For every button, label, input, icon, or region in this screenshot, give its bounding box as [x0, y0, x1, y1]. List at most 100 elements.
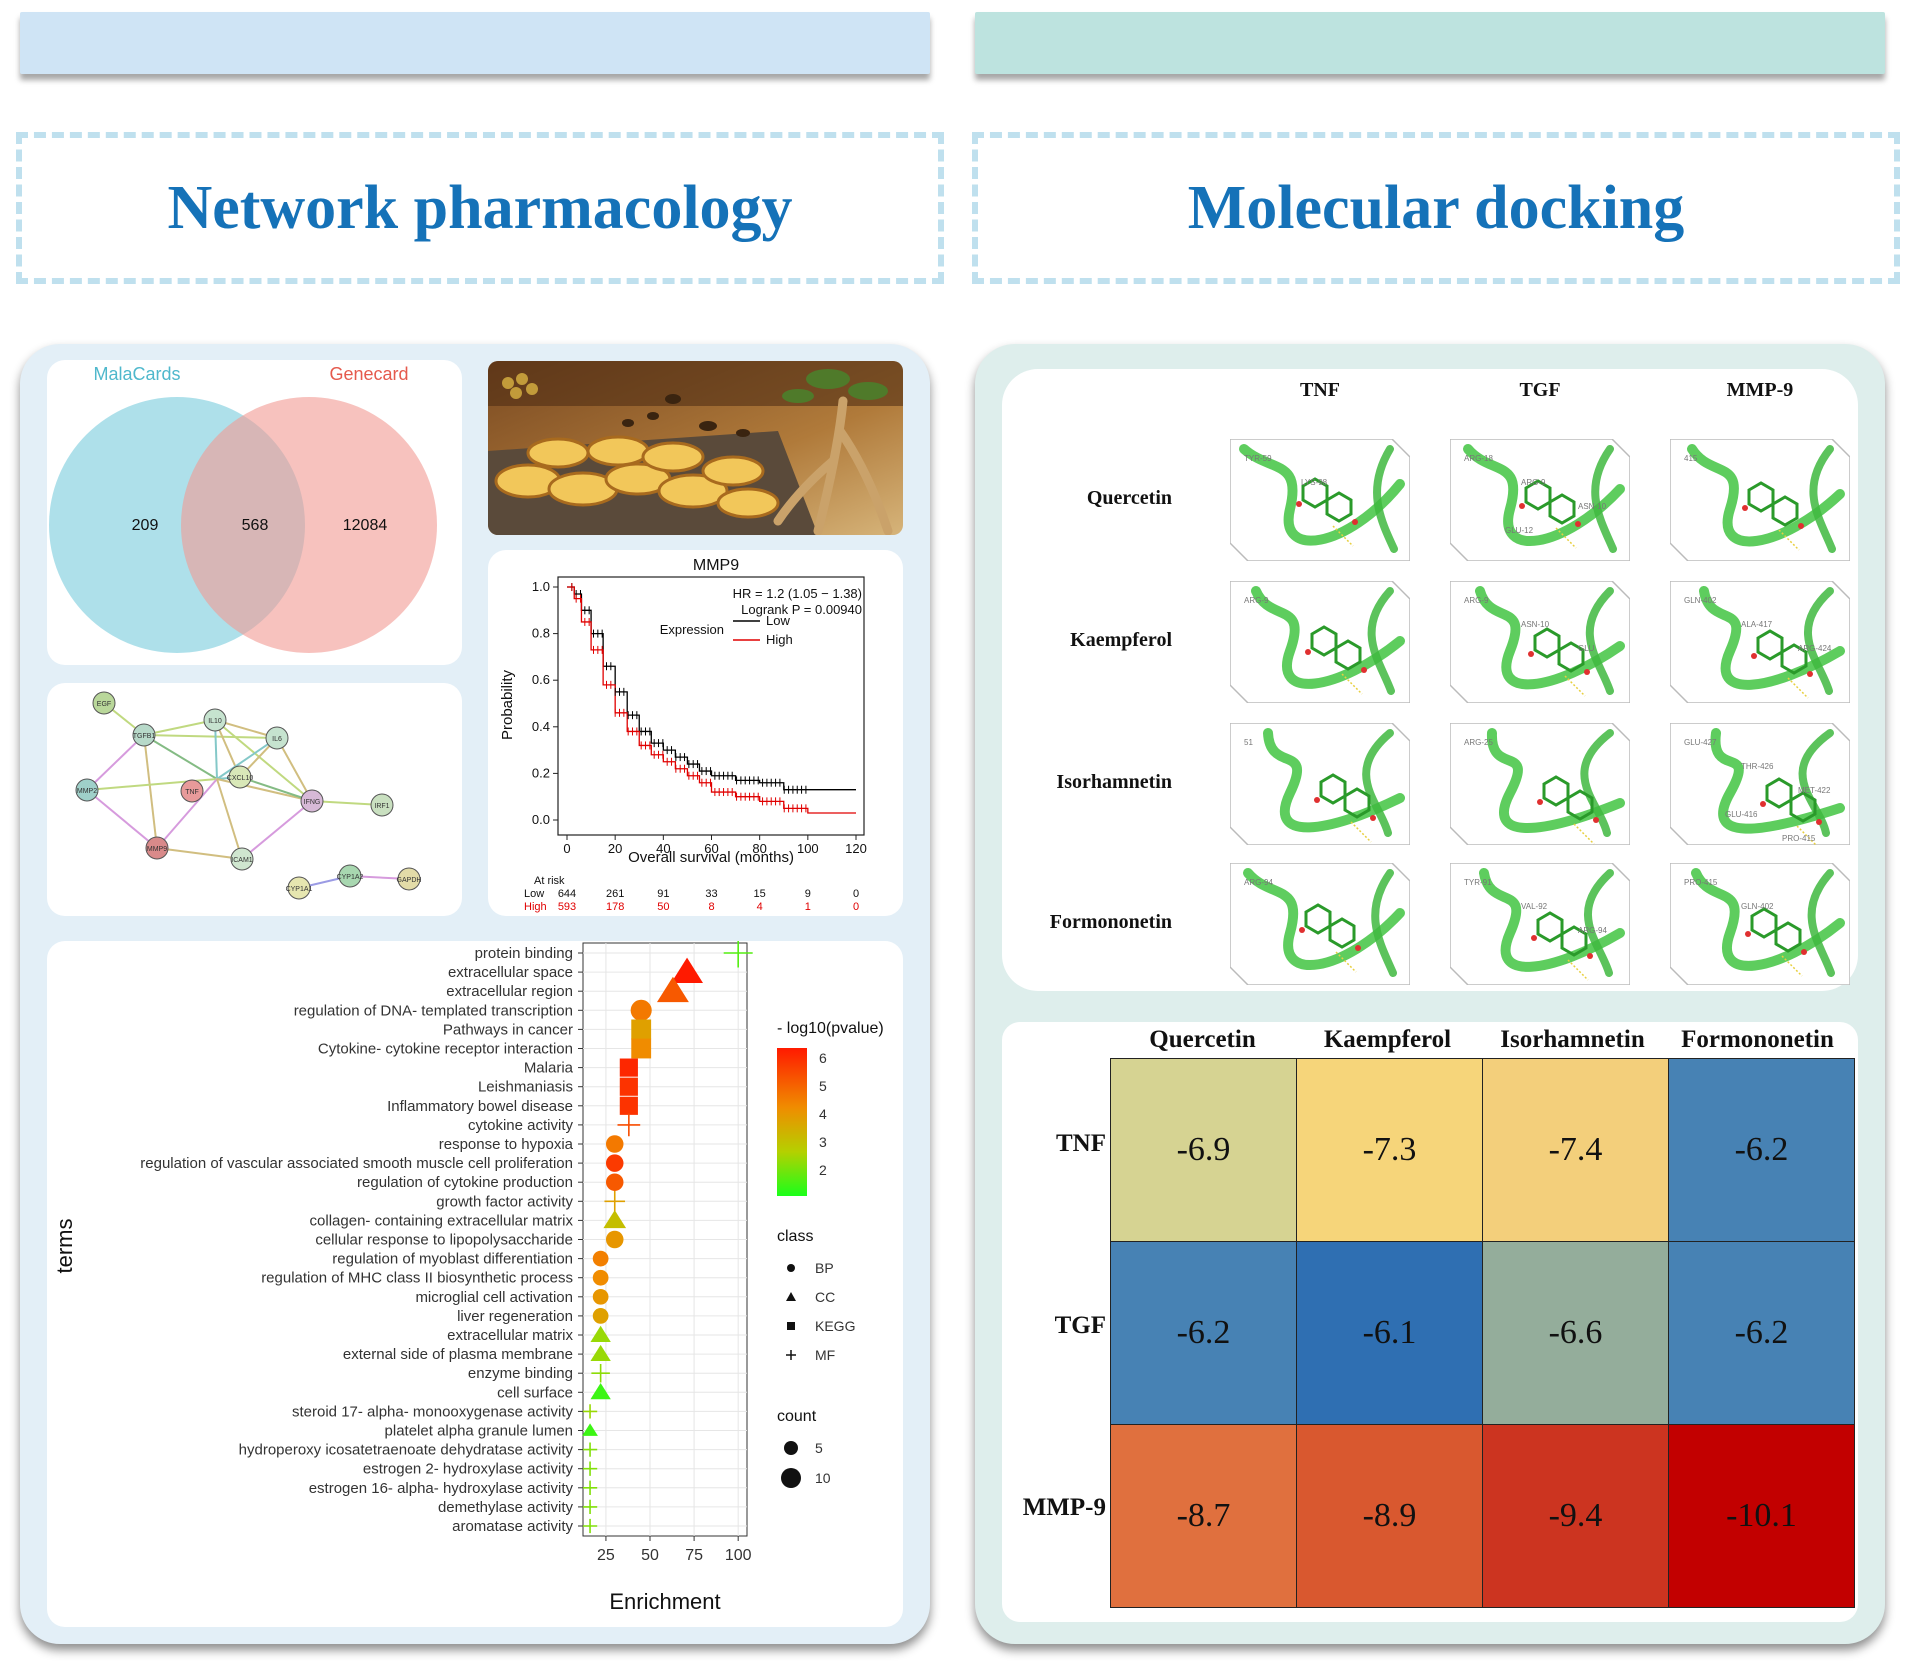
km-x-ticks: 0 20 40 60 80 100 120	[563, 835, 867, 856]
docking-pose-image: GLU-427THR-426MET-422GLU-416PRO-415TYR-4…	[1669, 722, 1851, 867]
term-label: Cytokine- cytokine receptor interaction	[318, 1041, 573, 1058]
network-node-label: IFNG	[304, 799, 321, 806]
term-label: Malaria	[524, 1060, 574, 1077]
venn-card: MalaCards Genecard 209 568 12084	[47, 360, 462, 665]
point-cc	[656, 976, 689, 1003]
enrichment-grid	[583, 943, 747, 1536]
point-kegg	[619, 1077, 638, 1096]
km-x-tick-label: 0	[563, 841, 570, 856]
heatmap-cell: -8.9	[1296, 1424, 1483, 1608]
km-risk-low-count: 0	[853, 888, 859, 900]
network-node	[338, 864, 362, 888]
network-node	[75, 778, 99, 802]
point-mf	[617, 1113, 641, 1137]
point-cc	[590, 1344, 611, 1362]
km-x-tick-label: 20	[608, 841, 622, 856]
point-kegg	[619, 1058, 638, 1077]
right-title-box: Molecular docking	[972, 132, 1900, 284]
point-cc	[582, 1423, 598, 1436]
point-kegg	[631, 1038, 652, 1059]
term-label: estrogen 2- hydroxylase activity	[363, 1461, 574, 1478]
heatmap-card: Quercetin Kaempferol Isorhamnetin Formonone…	[1002, 1022, 1858, 1622]
residue-label: ARG-9	[1464, 596, 1489, 605]
residue-label: TYR-59	[1244, 454, 1272, 463]
heatmap-cell: -7.3	[1296, 1058, 1483, 1242]
residue-label: VAL-92	[1521, 902, 1548, 911]
km-card: MMP9 HR = 1.2 (1.05 − 1.38) Logrank P = …	[488, 550, 903, 916]
km-risk-high-count: 8	[708, 901, 714, 913]
heatmap-table: -6.9 -7.3 -7.4 -6.2 -6.2 -6.1 -6.6 -6.2 -8.7 -8.9…	[1110, 1058, 1855, 1608]
km-risk-low-count: 261	[606, 888, 624, 900]
legend-color-title: - log10(pvalue)	[777, 1020, 884, 1037]
point-bp	[592, 1250, 609, 1267]
docking-row-quercetin: Quercetin	[1086, 487, 1172, 509]
term-label: aromatase activity	[452, 1518, 573, 1535]
point-bp	[605, 1135, 624, 1153]
network-node-label: EGF	[97, 701, 111, 708]
point-mf	[582, 1480, 598, 1495]
km-at-risk-low-label: Low	[524, 888, 544, 900]
km-y-tick-label: 0.0	[532, 812, 550, 827]
km-legend-high: High	[766, 632, 793, 647]
point-cc	[671, 957, 703, 983]
term-label: protein binding	[475, 945, 573, 962]
docking-card: TNF TGF MMP-9 Quercetin Kaempferol Isorhamnet…	[1002, 369, 1858, 991]
legend-count-icon	[781, 1468, 801, 1488]
km-x-tick-label: 120	[845, 841, 867, 856]
enrichment-bubble-chart: protein binding extracellular space extrac…	[52, 938, 884, 1614]
network-node-label: ICAM1	[231, 857, 253, 864]
term-label: microglial cell activation	[415, 1289, 573, 1306]
residue-label: ARG-94	[1578, 926, 1607, 935]
docking-col-mmp-9: MMP-9	[1726, 379, 1794, 401]
network-node	[145, 836, 169, 860]
docking-col-tgf: TGF	[1519, 379, 1561, 401]
term-label: liver regeneration	[457, 1308, 573, 1325]
point-mf	[582, 1461, 598, 1476]
heatmap-col-header: Formononetin	[1681, 1026, 1834, 1053]
enrichment-term-labels: protein binding extracellular space extrac…	[140, 945, 583, 1535]
network-card: EGF TGFB1 IL10 IL6 MMP2 TNF CXCL10 IFNG IRF1 MMP9…	[47, 683, 462, 916]
network-node	[92, 691, 116, 715]
term-label: regulation of DNA- templated transcripti…	[294, 1002, 573, 1019]
term-label: Leishmaniasis	[478, 1079, 573, 1096]
heatmap-row-label: MMP-9	[1022, 1494, 1106, 1521]
venn-right-count: 12084	[343, 517, 388, 534]
docking-pose-image: TYR-59 LYS-98	[1229, 438, 1411, 562]
term-label: growth factor activity	[436, 1193, 573, 1210]
km-logrank: Logrank P = 0.00940	[741, 602, 862, 617]
residue-label: THR-426	[1741, 762, 1774, 771]
enrichment-points	[582, 938, 753, 1534]
legend-class-title: class	[777, 1228, 813, 1245]
point-bp	[592, 1308, 609, 1324]
point-mf	[604, 1191, 626, 1212]
term-label: extracellular region	[446, 983, 573, 1000]
venn-right-label: Genecard	[329, 364, 408, 384]
residue-label: ARG-18	[1464, 454, 1493, 463]
point-cc	[603, 1210, 627, 1229]
residue-label: ARG-424	[1798, 644, 1832, 653]
network-nodes: EGF TGFB1 IL10 IL6 MMP2 TNF CXCL10 IFNG IRF1 MMP9…	[75, 691, 422, 900]
docking-pose-image: ARG-18 ARG-9 ASN-10 GLU-12	[1449, 438, 1631, 562]
residue-label: GLU	[1578, 644, 1595, 653]
network-node-label: GAPDH	[397, 877, 422, 884]
legend-class-label: CC	[815, 1289, 835, 1305]
km-y-tick-label: 0.8	[532, 626, 550, 641]
km-risk-high-count: 0	[853, 901, 859, 913]
km-ylabel: Probability	[499, 669, 516, 740]
point-bp	[605, 1173, 624, 1191]
network-node-label: MMP9	[147, 846, 167, 853]
residue-label: GLN-402	[1741, 902, 1774, 911]
km-x-tick-label: 100	[797, 841, 819, 856]
network-node	[397, 867, 421, 891]
legend-class-label: KEGG	[815, 1318, 855, 1334]
docking-pose-image: GLN-402 ALA-417 ARG-424	[1669, 580, 1851, 704]
right-header-band	[975, 12, 1885, 74]
point-kegg	[619, 1096, 638, 1115]
legend-count-icon	[784, 1441, 798, 1455]
legend-color-ticks: 6 5 4 3 2	[807, 1050, 827, 1178]
km-curve-high	[567, 586, 856, 814]
docking-pose-image: ARG-25	[1449, 722, 1631, 846]
network-node	[300, 789, 324, 813]
km-risk-low-count: 9	[805, 888, 811, 900]
enrichment-x-ticks: 25 50 75 100	[597, 1536, 752, 1564]
